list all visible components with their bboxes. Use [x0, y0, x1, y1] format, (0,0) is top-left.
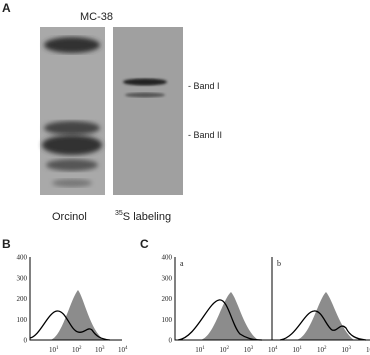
panel-label: C: [140, 237, 149, 251]
panel-label: A: [2, 1, 11, 15]
tick-exponent: 3: [102, 346, 105, 351]
tick-exponent: 2: [79, 346, 82, 351]
tick-exponent: 4: [275, 346, 278, 351]
x-tick-label: 103: [342, 346, 352, 354]
tick-exponent: 1: [300, 346, 303, 351]
tick-exponent: 3: [251, 346, 254, 351]
y-tick-label: 0: [169, 337, 173, 345]
tick-base: 10: [317, 346, 325, 354]
subpanel-label: b: [277, 259, 281, 268]
y-tick-label: 100: [162, 316, 173, 324]
x-tick-label: 104: [366, 346, 370, 354]
panel-label: B: [2, 237, 11, 251]
tick-base: 10: [268, 346, 276, 354]
x-tick-label: 102: [317, 346, 327, 354]
y-tick-label: 400: [162, 254, 173, 262]
tick-exponent: 1: [56, 346, 59, 351]
x-tick-label: 102: [220, 346, 230, 354]
tick-base: 10: [118, 346, 126, 354]
x-tick-label: 101: [293, 346, 303, 354]
x-tick-label: 102: [72, 346, 82, 354]
lane-label: 35S labeling: [115, 210, 171, 223]
tick-base: 10: [342, 346, 350, 354]
subpanel-label: a: [180, 259, 184, 268]
y-tick-label: 300: [17, 274, 28, 282]
lane-text: S labeling: [123, 211, 171, 223]
band-label: - Band II: [188, 130, 222, 140]
y-tick-label: 100: [17, 316, 28, 324]
gel-title: MC-38: [80, 11, 113, 23]
tick-base: 10: [293, 346, 301, 354]
histogram-b: [29, 257, 122, 341]
tick-base: 10: [244, 346, 252, 354]
histogram-c-b: [271, 257, 370, 341]
gel-orcinol: [40, 27, 105, 195]
tick-exponent: 4: [125, 346, 128, 351]
tick-base: 10: [72, 346, 80, 354]
x-tick-label: 104: [118, 346, 128, 354]
lane-label: Orcinol: [52, 211, 87, 223]
y-tick-label: 300: [162, 274, 173, 282]
x-tick-label: 101: [195, 346, 205, 354]
tick-base: 10: [195, 346, 203, 354]
tick-exponent: 2: [324, 346, 327, 351]
tick-exponent: 3: [349, 346, 352, 351]
y-tick-label: 400: [17, 254, 28, 262]
superscript: 35: [115, 210, 123, 217]
y-tick-label: 200: [162, 295, 173, 303]
tick-exponent: 2: [227, 346, 230, 351]
tick-base: 10: [95, 346, 103, 354]
band-label: - Band I: [188, 81, 220, 91]
tick-base: 10: [49, 346, 57, 354]
x-tick-label: 103: [244, 346, 254, 354]
tick-base: 10: [366, 346, 370, 354]
y-tick-label: 0: [24, 337, 28, 345]
y-tick-label: 200: [17, 295, 28, 303]
x-tick-label: 104: [268, 346, 278, 354]
histogram-c-a: [174, 257, 272, 341]
tick-exponent: 1: [202, 346, 205, 351]
tick-base: 10: [220, 346, 228, 354]
x-tick-label: 103: [95, 346, 105, 354]
gel-35s: [113, 27, 183, 195]
x-tick-label: 101: [49, 346, 59, 354]
